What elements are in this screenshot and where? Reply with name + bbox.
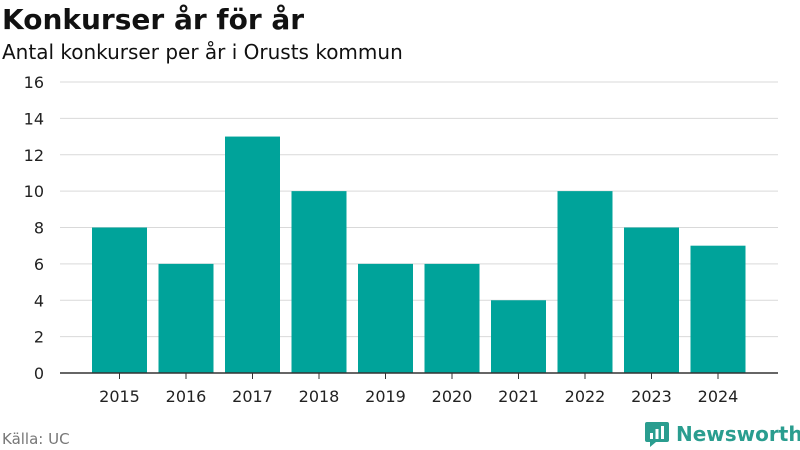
x-tick-label: 2023: [631, 387, 672, 406]
bar-2017: [225, 136, 280, 373]
bar-2020: [424, 263, 480, 373]
bars: [92, 136, 746, 373]
x-axis-ticks: 2015 2016 2017 2018 2019 2020 2021 2022 2023 2024: [99, 373, 738, 406]
bar-2016: [158, 263, 214, 373]
bar-2015: [92, 227, 147, 373]
y-tick-label: 0: [34, 364, 44, 383]
newsworthy-logo-icon: [645, 422, 669, 447]
bar-2024: [690, 245, 746, 373]
source-note: Källa: UC: [2, 430, 70, 448]
x-tick-label: 2021: [498, 387, 539, 406]
brand-logo: Newsworthy: [644, 419, 800, 449]
x-tick-label: 2016: [166, 387, 207, 406]
x-tick-label: 2022: [565, 387, 606, 406]
y-axis-ticks: 0 2 4 6 8 10 12 14 16: [24, 73, 44, 383]
bar-2021: [491, 300, 546, 373]
y-tick-label: 8: [34, 219, 44, 238]
chart-subtitle: Antal konkurser per år i Orusts kommun: [2, 40, 403, 64]
bar-2023: [624, 227, 679, 373]
y-tick-label: 6: [34, 255, 44, 274]
chart-title: Konkurser år för år: [2, 3, 305, 36]
x-tick-label: 2019: [365, 387, 406, 406]
x-tick-label: 2024: [698, 387, 739, 406]
y-tick-label: 4: [34, 291, 44, 310]
bar-2019: [358, 263, 413, 373]
x-tick-label: 2018: [299, 387, 340, 406]
x-tick-label: 2020: [432, 387, 473, 406]
y-tick-label: 12: [24, 146, 44, 165]
y-tick-label: 2: [34, 328, 44, 347]
y-tick-label: 16: [24, 73, 44, 92]
brand-name: Newsworthy: [676, 422, 800, 446]
y-tick-label: 14: [24, 109, 44, 128]
y-tick-label: 10: [24, 182, 44, 201]
bar-2018: [291, 191, 347, 373]
x-tick-label: 2017: [232, 387, 273, 406]
x-tick-label: 2015: [99, 387, 140, 406]
bar-2022: [557, 191, 613, 373]
